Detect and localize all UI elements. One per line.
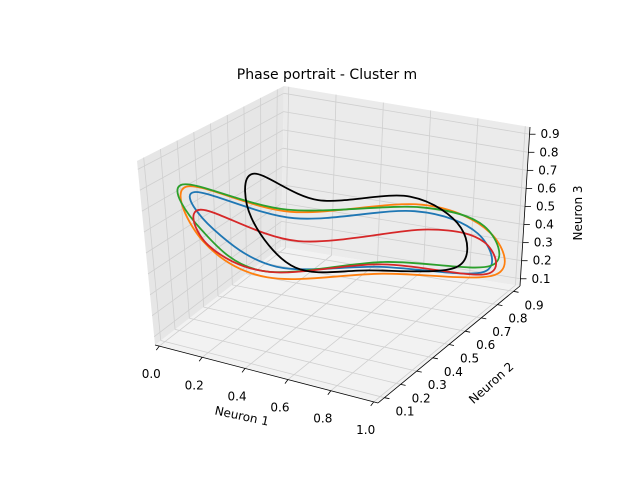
x-axis-label: Neuron 1: [213, 404, 270, 429]
series-curve-1: [188, 191, 493, 275]
y-tick-label: 0.6: [476, 338, 495, 352]
grid-z-back: [282, 147, 527, 189]
grid-z-left: [137, 92, 285, 170]
x-tick-mark: [241, 368, 246, 373]
grid-z-left: [151, 221, 282, 317]
grid-z-back: [281, 220, 522, 262]
z-axis-label: Neuron 3: [571, 185, 585, 240]
z-tick-label: 0.8: [539, 145, 558, 159]
pane-back: [281, 86, 530, 286]
y-tick-label: 0.7: [492, 325, 511, 339]
grid-y-bottom: [160, 340, 385, 399]
grid-z-left: [139, 111, 284, 191]
grid-z-back: [283, 92, 530, 135]
y-tick-label: 0.1: [395, 405, 414, 419]
grid-z-left: [145, 166, 283, 254]
y-tick-mark: [400, 383, 406, 386]
series-curve-3: [176, 183, 501, 274]
x-tick-label: 1.0: [356, 423, 375, 437]
x-tick-label: 0.6: [270, 401, 289, 415]
z-tick-label: 0.2: [533, 254, 552, 268]
grid-z-left: [153, 239, 282, 337]
grid-y-bottom: [232, 284, 466, 332]
y-tick-label: 0.3: [428, 378, 447, 392]
chart-title: Phase portrait - Cluster m: [237, 67, 417, 83]
y-tick-mark: [513, 290, 519, 293]
y-tick-label: 0.8: [508, 312, 527, 326]
y-tick-label: 0.2: [412, 391, 431, 405]
series-curve-5: [244, 172, 469, 274]
grid-y-bottom: [246, 273, 482, 319]
grid-z-back: [282, 166, 526, 207]
z-tick-label: 0.3: [534, 236, 553, 250]
grid-y-bottom: [203, 306, 433, 359]
y-tick-label: 0.5: [460, 352, 479, 366]
grid-z-back: [283, 129, 528, 171]
series-curves: [176, 172, 506, 280]
series-curve-4: [192, 208, 497, 276]
x-tick-label: 0.2: [185, 378, 204, 392]
x-tick-mark: [155, 345, 160, 351]
series-curve-2: [179, 185, 506, 280]
pane-bottom: [155, 247, 520, 403]
grid-y-bottom: [217, 295, 450, 345]
y-tick-mark: [448, 344, 455, 346]
grid-y-bottom: [189, 317, 417, 372]
y-tick-mark: [465, 330, 471, 333]
x-tick-mark: [198, 357, 203, 362]
y-tick-label: 0.9: [525, 298, 544, 312]
y-tick-label: 0.4: [444, 365, 463, 379]
z-tick-label: 0.4: [535, 218, 554, 232]
x-tick-mark: [284, 379, 289, 384]
grid-lines: [137, 86, 530, 403]
grid-z-left: [147, 184, 283, 275]
tick-labels: 0.00.20.40.60.81.00.10.20.30.40.50.60.70…: [142, 127, 560, 437]
y-tick-mark: [384, 397, 390, 400]
x-tick-label: 0.8: [313, 412, 332, 426]
grid-z-left: [141, 129, 284, 212]
z-tick-label: 0.9: [541, 127, 560, 141]
x-tick-label: 0.4: [228, 389, 247, 403]
y-tick-mark: [497, 304, 503, 307]
x-axis-line: [154, 344, 379, 404]
y-tick-mark: [481, 317, 487, 320]
x-tick-label: 0.0: [142, 367, 161, 381]
z-tick-label: 0.6: [537, 181, 556, 195]
y-tick-mark: [416, 370, 422, 373]
grid-z-left: [149, 202, 283, 296]
z-tick-label: 0.1: [531, 272, 550, 286]
grid-y-bottom: [174, 329, 401, 385]
z-tick-label: 0.5: [536, 200, 555, 214]
grid-z-back: [283, 111, 529, 153]
y-axis-label: Neuron 2: [466, 359, 516, 406]
x-tick-mark: [327, 390, 332, 395]
z-tick-label: 0.7: [538, 163, 557, 177]
x-tick-mark: [370, 401, 375, 407]
y-tick-mark: [432, 357, 438, 360]
